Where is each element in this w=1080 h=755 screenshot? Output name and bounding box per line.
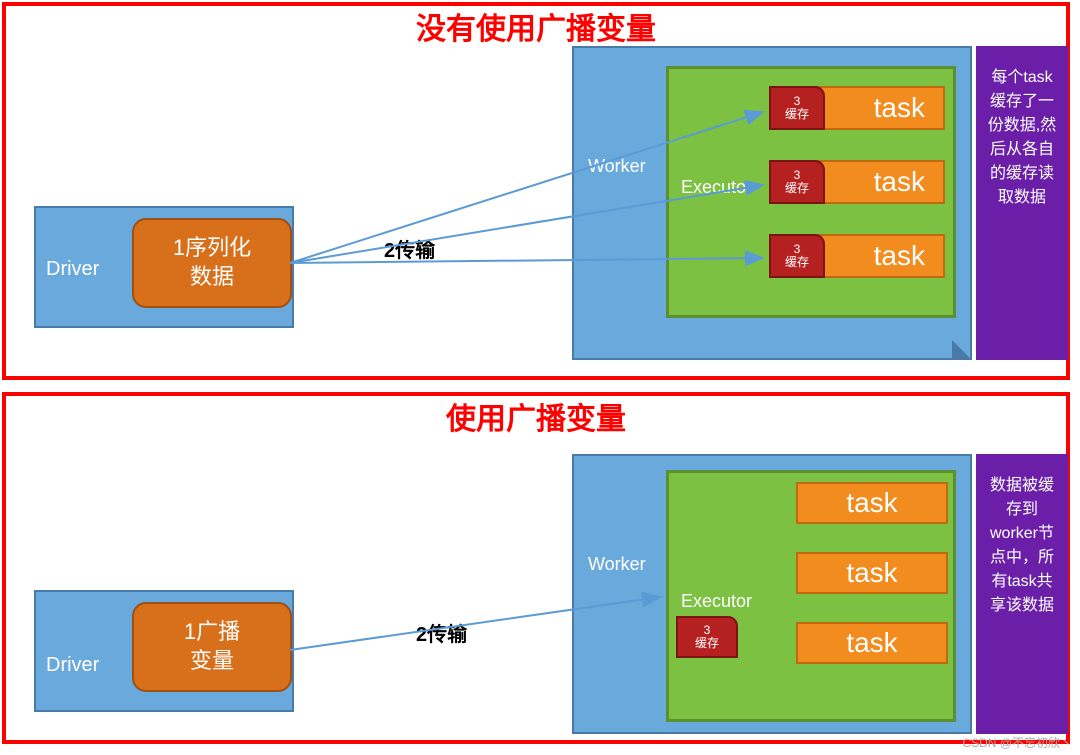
title-top: 没有使用广播变量 [6, 4, 1066, 48]
task-label: task [874, 92, 925, 124]
task-row: task [796, 552, 948, 594]
note-bottom: 数据被缓存到worker节点中，所有task共享该数据 [976, 454, 1068, 734]
driver-label-bottom: Driver [46, 654, 99, 677]
driver-label-top: Driver [46, 258, 99, 281]
executor-label-top: Executor [681, 177, 752, 198]
transfer-label-top: 2传输 [384, 234, 435, 263]
worker-label-bottom: Worker [588, 554, 646, 575]
task-label: task [874, 166, 925, 198]
executor-label-bottom: Executor [681, 591, 752, 612]
cache-text: 缓存 [785, 182, 809, 195]
title-bottom: 使用广播变量 [6, 394, 1066, 438]
cache-box: 3 缓存 [769, 234, 825, 278]
cache-box-shared: 3 缓存 [676, 616, 738, 658]
task-label: task [846, 627, 897, 659]
panel-no-broadcast: 没有使用广播变量 Driver 1序列化 数据 2传输 Worker Execu… [2, 2, 1070, 380]
panel-broadcast: 使用广播变量 Driver 1广播 变量 2传输 Worker Executor… [2, 392, 1070, 744]
cache-box: 3 缓存 [769, 86, 825, 130]
cache-box: 3 缓存 [769, 160, 825, 204]
fold-corner [952, 340, 970, 358]
task-label: task [846, 557, 897, 589]
cache-text: 缓存 [785, 256, 809, 269]
task-row: task [796, 622, 948, 664]
worker-label-top: Worker [588, 156, 646, 177]
cache-text: 缓存 [695, 637, 719, 650]
cache-text: 缓存 [785, 108, 809, 121]
task-label: task [846, 487, 897, 519]
watermark: CSDN @不忘初欣丶 [962, 734, 1072, 751]
task-label: task [874, 240, 925, 272]
note-top: 每个task缓存了一份数据,然后从各自的缓存读取数据 [976, 46, 1068, 360]
broadcast-box: 1广播 变量 [132, 602, 292, 692]
transfer-label-bottom: 2传输 [416, 618, 467, 647]
task-row: task [796, 482, 948, 524]
serialize-box: 1序列化 数据 [132, 218, 292, 308]
